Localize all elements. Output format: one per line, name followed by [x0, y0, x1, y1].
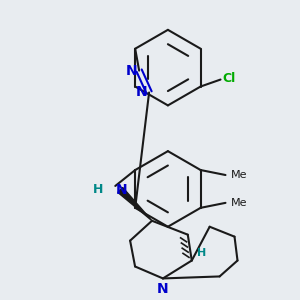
- Text: H: H: [197, 248, 206, 258]
- Text: N: N: [135, 85, 147, 100]
- Text: N: N: [115, 183, 127, 197]
- Polygon shape: [118, 188, 152, 221]
- Text: N: N: [125, 64, 137, 78]
- Text: H: H: [93, 183, 104, 196]
- Text: Cl: Cl: [223, 72, 236, 85]
- Text: Me: Me: [230, 170, 247, 180]
- Text: N: N: [157, 282, 169, 296]
- Text: Me: Me: [230, 198, 247, 208]
